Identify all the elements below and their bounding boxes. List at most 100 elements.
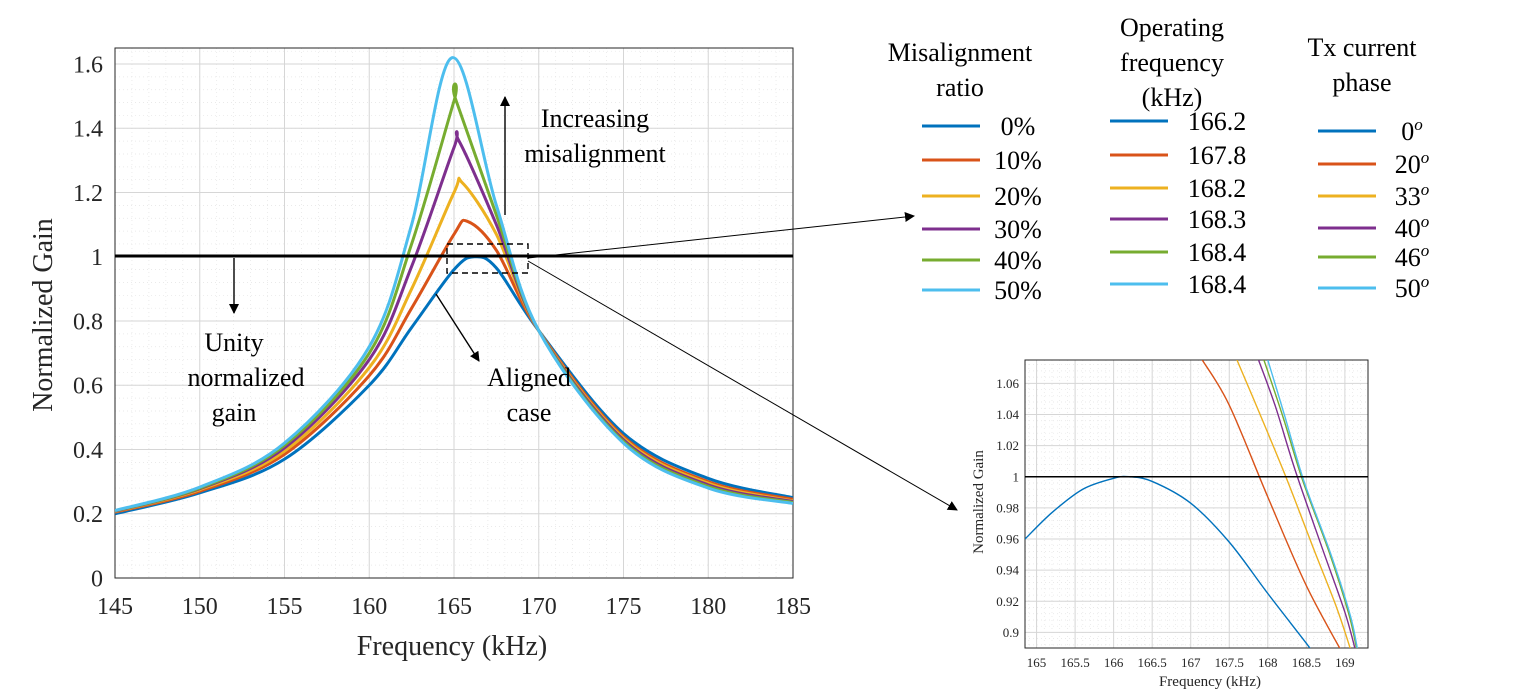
- legend-value: 168.4: [1188, 270, 1247, 299]
- legend-value: 40o: [1395, 212, 1430, 243]
- legend-col1-header-line2: ratio: [936, 73, 984, 102]
- series-line-0: [115, 255, 793, 516]
- x-tick-label: 175: [606, 594, 642, 620]
- main-y-axis-label: Normalized Gain: [28, 218, 59, 412]
- unity-label-line2: normalized: [188, 363, 305, 392]
- y-tick-label: 0.9: [1003, 625, 1019, 640]
- y-tick-label: 1.04: [996, 407, 1019, 422]
- y-tick-label: 0.96: [996, 532, 1019, 547]
- legend-value: 0o: [1401, 115, 1423, 146]
- main-series-lines: [115, 56, 793, 516]
- x-tick-label: 167: [1181, 655, 1201, 670]
- y-tick-label: 1.4: [73, 117, 103, 143]
- x-tick-label: 166.5: [1138, 655, 1167, 670]
- legend-value: 30%: [994, 215, 1042, 244]
- x-tick-label: 168: [1258, 655, 1278, 670]
- y-tick-label: 1.6: [73, 52, 103, 78]
- legend-value: 168.3: [1188, 205, 1247, 234]
- legend-value: 40%: [994, 246, 1042, 275]
- zoom-region-box: [446, 243, 529, 274]
- inset-x-ticks: 165 165.5 166 166.5 167 167.5 168 168.5 169: [1027, 655, 1355, 670]
- y-tick-label: 1: [91, 245, 103, 271]
- x-tick-label: 150: [182, 594, 218, 620]
- x-tick-label: 160: [351, 594, 387, 620]
- inset-chart: 165 165.5 166 166.5 167 167.5 168 168.5 169 0.9 0…: [971, 359, 1369, 690]
- legend-col2-header-line2: frequency: [1120, 48, 1224, 77]
- aligned-label-line2: case: [507, 398, 552, 427]
- y-tick-label: 0.98: [996, 500, 1019, 515]
- unity-label-line3: gain: [212, 398, 257, 427]
- y-tick-label: 0: [91, 566, 103, 592]
- x-tick-label: 145: [97, 594, 133, 620]
- y-tick-label: 0.92: [996, 594, 1019, 609]
- y-tick-label: 0.8: [73, 309, 103, 335]
- main-chart: 145 150 155 160 165 170 175 180 185 0 0.2 0.4 0.6 0.…: [28, 47, 811, 662]
- series-line-1: [1201, 360, 1341, 648]
- series-line-0: [1025, 475, 1311, 648]
- degree-superscript: o: [1421, 180, 1430, 199]
- y-tick-label: 0.94: [996, 563, 1019, 578]
- x-tick-label: 185: [775, 594, 811, 620]
- inset-y-axis-label: Normalized Gain: [971, 450, 987, 554]
- main-y-ticks: 0 0.2 0.4 0.6 0.8 1 1.2 1.4 1.6: [73, 52, 103, 592]
- aligned-label-line1: Aligned: [487, 363, 571, 392]
- zoom-arrow-to-inset: [527, 260, 958, 511]
- x-tick-label: 168.5: [1292, 655, 1321, 670]
- y-tick-label: 1.2: [73, 181, 103, 207]
- increasing-label-line1: Increasing: [541, 104, 649, 133]
- x-tick-label: 167.5: [1215, 655, 1244, 670]
- inset-series-lines: [1025, 360, 1358, 648]
- legend-value: 20%: [994, 182, 1042, 211]
- legend-value: 10%: [994, 146, 1042, 175]
- x-tick-label: 165: [436, 594, 472, 620]
- series-line-5: [1267, 360, 1358, 648]
- legend-value: 50o: [1395, 272, 1430, 303]
- legend-col1-header-line1: Misalignment: [888, 38, 1033, 67]
- series-line-2: [1236, 360, 1351, 648]
- x-tick-label: 165.5: [1060, 655, 1089, 670]
- y-tick-label: 0.6: [73, 374, 103, 400]
- main-x-ticks: 145 150 155 160 165 170 175 180 185: [97, 594, 811, 620]
- legend-col3-header-line1: Tx current: [1307, 33, 1417, 62]
- y-tick-label: 1.02: [996, 438, 1019, 453]
- legend-table: Misalignment ratio Operating frequency (…: [888, 13, 1429, 305]
- legend-value: 50%: [994, 276, 1042, 305]
- inset-x-axis-label: Frequency (kHz): [1159, 674, 1261, 690]
- x-tick-label: 165: [1027, 655, 1047, 670]
- main-plot-area: [114, 47, 794, 579]
- degree-superscript: o: [1421, 241, 1430, 260]
- legend-value: 168.4: [1188, 238, 1247, 267]
- increasing-label-line2: misalignment: [524, 139, 666, 168]
- legend-value: 166.2: [1188, 107, 1247, 136]
- x-tick-label: 155: [267, 594, 303, 620]
- degree-superscript: o: [1421, 148, 1430, 167]
- y-tick-label: 0.2: [73, 502, 103, 528]
- y-tick-label: 0.4: [73, 438, 103, 464]
- legend-value: 20o: [1395, 148, 1430, 179]
- legend-value: 33o: [1395, 180, 1430, 211]
- y-tick-label: 1.06: [996, 376, 1019, 391]
- series-line-5: [115, 56, 793, 512]
- degree-superscript: o: [1421, 272, 1430, 291]
- degree-superscript: o: [1421, 212, 1430, 231]
- series-line-3: [1257, 360, 1356, 648]
- legend-col3-header-line2: phase: [1332, 68, 1391, 97]
- x-tick-label: 170: [521, 594, 557, 620]
- main-x-axis-label: Frequency (kHz): [357, 631, 547, 662]
- x-tick-label: 166: [1104, 655, 1124, 670]
- inset-y-ticks: 0.9 0.92 0.94 0.96 0.98 1 1.02 1.04 1.06: [996, 376, 1019, 640]
- legend-col2-header-line1: Operating: [1120, 13, 1224, 42]
- unity-label-line1: Unity: [204, 328, 263, 357]
- legend-value: 46o: [1395, 241, 1430, 272]
- x-tick-label: 180: [690, 594, 726, 620]
- legend-value: 168.2: [1188, 174, 1247, 203]
- aligned-arrow: [435, 293, 480, 362]
- legend-value: 167.8: [1188, 141, 1247, 170]
- inset-plot-area: [1024, 359, 1369, 649]
- zoom-arrow-to-legend: [527, 212, 915, 259]
- x-tick-label: 169: [1335, 655, 1355, 670]
- legend-value: 0%: [1001, 112, 1036, 141]
- series-line-4: [1263, 360, 1358, 648]
